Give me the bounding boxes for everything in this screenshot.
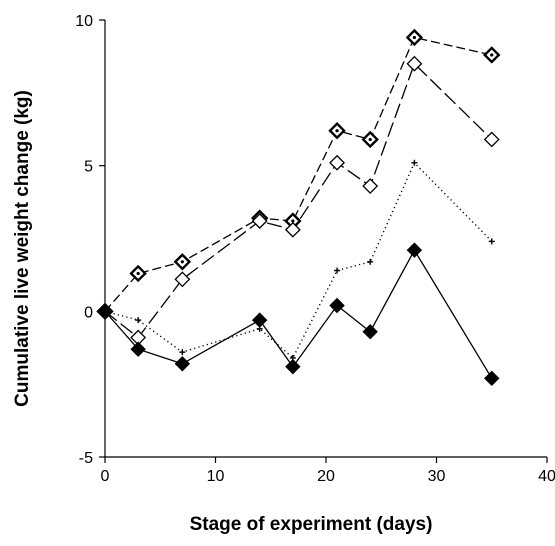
series-4-point xyxy=(130,341,146,357)
series-2-point xyxy=(329,154,345,171)
x-tick-label: 0 xyxy=(101,468,110,485)
series-1-line xyxy=(104,36,492,312)
y-axis-title: Cumulative live weight change (kg) xyxy=(12,90,33,407)
series-3 xyxy=(102,159,495,361)
series-2-point xyxy=(406,55,423,72)
series-2-point xyxy=(251,213,268,229)
series-1 xyxy=(96,28,501,321)
series-4-point xyxy=(285,358,301,375)
y-tick-label: 10 xyxy=(75,13,93,30)
series-4-point xyxy=(251,312,268,328)
series-3-point xyxy=(411,159,418,166)
series-4-point xyxy=(484,370,500,387)
series-2-point xyxy=(362,178,379,194)
series-4-point xyxy=(97,303,113,320)
series-2-point xyxy=(174,271,191,288)
series-1-point xyxy=(173,253,192,271)
series-2-line xyxy=(104,62,493,339)
x-axis-title: Stage of experiment (days) xyxy=(190,514,433,535)
series-3-point xyxy=(179,349,186,356)
x-tick-label: 10 xyxy=(207,468,225,485)
x-tick-label: 40 xyxy=(538,468,555,485)
series-3-point xyxy=(334,267,341,274)
series-4-point xyxy=(174,356,191,372)
series-4-point xyxy=(406,242,423,258)
x-tick-label: 20 xyxy=(317,468,335,485)
series-layer xyxy=(96,28,501,387)
axes: -5 0 5 10 0 10 20 30 40 xyxy=(75,13,555,485)
series-3-line xyxy=(104,161,493,360)
series-3-point xyxy=(367,258,374,265)
series-1-point xyxy=(405,28,424,47)
series-1-point xyxy=(129,264,147,283)
series-1-point xyxy=(483,46,501,64)
y-tick-label: 0 xyxy=(84,304,93,321)
series-4-line xyxy=(104,248,493,379)
series-3-point xyxy=(488,238,495,245)
series-2-point xyxy=(284,221,301,238)
y-tick-label: 5 xyxy=(84,159,93,176)
series-2-point xyxy=(483,131,500,148)
series-4 xyxy=(97,242,500,387)
series-4-point xyxy=(362,324,378,340)
series-4-point xyxy=(329,297,345,314)
y-tick-label: -5 xyxy=(79,450,93,467)
series-3-point xyxy=(135,317,142,324)
x-tick-label: 30 xyxy=(428,468,446,485)
series-1-point xyxy=(328,122,346,140)
series-2 xyxy=(97,55,500,346)
series-1-point xyxy=(361,130,379,149)
